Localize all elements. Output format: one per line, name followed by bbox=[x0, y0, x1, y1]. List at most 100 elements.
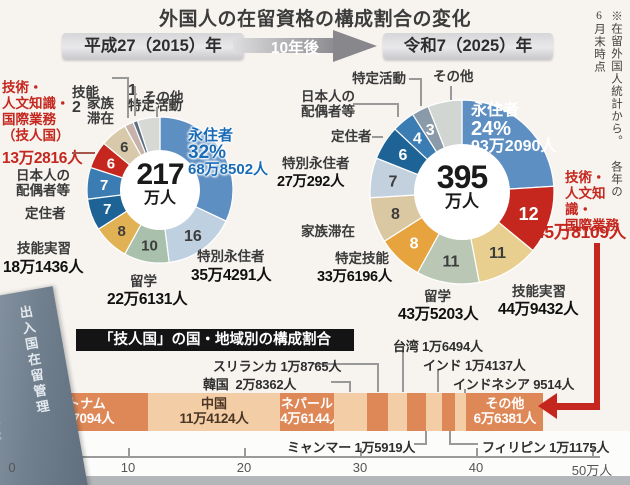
label-2025-sonota: その他 bbox=[433, 69, 474, 84]
label-2025-eijusha: 永住者 24% 93万2090人 bbox=[471, 102, 557, 155]
bar-segment-name-china: 中国 bbox=[200, 396, 227, 411]
leader-2015-ginou-h bbox=[112, 77, 127, 79]
leader-korea-h bbox=[331, 381, 350, 383]
bar-section-title: 「技人国」の国・地域別の構成割合 bbox=[76, 329, 354, 351]
leader-2015-gijinkoku bbox=[72, 152, 95, 154]
bar-segment-myanmar bbox=[407, 393, 426, 431]
leader-2025-tokutei-h bbox=[409, 78, 421, 80]
red-arrow-horizontal bbox=[556, 403, 600, 410]
label-2015-tokutei: 1 特定活動 bbox=[128, 82, 182, 114]
leader-myanmar-v bbox=[425, 431, 427, 444]
label-2015-ginoujisshu-count: 18万1436人 bbox=[3, 259, 84, 276]
leader-2025-tokutei-v bbox=[420, 78, 422, 106]
label-2015-ginoujisshu: 技能実習 bbox=[17, 241, 71, 256]
pie-slice-number-spouse-of-japanese: 4 bbox=[413, 131, 422, 148]
bar-label-philippines: フィリピン 1万1175人 bbox=[482, 440, 610, 455]
label-2015-gijinkoku: 技術・ 人文知識・ 国際業務 （技人国） bbox=[2, 80, 70, 143]
leader-srilanka-h bbox=[312, 363, 378, 365]
pie-2015-total-unit: 万人 bbox=[143, 190, 176, 207]
pie-slice-number-long-term-resident: 6 bbox=[398, 147, 407, 164]
label-2025-tokuteiginou: 特定技能 bbox=[335, 251, 389, 266]
page-title: 外国人の在留資格の構成割合の変化 bbox=[158, 9, 471, 30]
label-2015-ryugaku: 留学 bbox=[130, 274, 157, 289]
label-2025-ginoujisshu: 技能実習 bbox=[512, 284, 566, 299]
pie-slice-number-gijinkoku: 6 bbox=[107, 155, 115, 172]
leader-taiwan-v bbox=[402, 351, 404, 392]
pie-slice-number-dependent: 8 bbox=[391, 206, 400, 223]
sign-japanese-text: 出入国在留管理 bbox=[16, 304, 51, 417]
leader-indonesia-v bbox=[464, 389, 466, 393]
bar-label-taiwan: 台湾 1万6494人 bbox=[393, 339, 483, 354]
pie-slice-number-student: 11 bbox=[443, 254, 460, 271]
leader-2025-nihonjin-h bbox=[353, 103, 398, 105]
pie-slice-number-special-permanent-resident: 7 bbox=[388, 174, 397, 191]
bar-segment-indonesia bbox=[455, 393, 467, 431]
x-tick-label-20: 20 bbox=[236, 460, 252, 475]
source-note: ※在留外国人統計から。 各年の6月末時点 bbox=[590, 10, 624, 210]
pie-slice-number-spouse-of-japanese: 7 bbox=[100, 177, 108, 194]
x-tick-label-40: 40 bbox=[468, 460, 484, 475]
label-2025-gijinkoku-count: 45万8109人 bbox=[535, 222, 626, 242]
x-tick-label-30: 30 bbox=[352, 460, 368, 475]
x-tick-20 bbox=[244, 448, 246, 456]
transition-arrow-head bbox=[333, 30, 377, 62]
x-tick-30 bbox=[360, 448, 362, 456]
label-2025-tokutei: 特定活動 bbox=[352, 71, 406, 86]
red-arrow-vertical bbox=[594, 243, 600, 410]
source-note-line2: 各年の6月末時点 bbox=[593, 10, 622, 198]
x-tick-40 bbox=[476, 448, 478, 456]
label-2015-eijusha: 永住者 32% 68万8502人 bbox=[188, 127, 269, 178]
x-tick-label-10: 10 bbox=[120, 460, 136, 475]
leader-2025-teiju bbox=[372, 136, 383, 138]
red-arrow-head bbox=[538, 393, 557, 419]
stacked-bar: ベトナム 11万7094人 中国 11万4124人 ネパール 4万6144人 その他 6万63… bbox=[12, 393, 544, 431]
label-2025-gijinkoku: 技術・ 人文知識・ 国際業務 bbox=[565, 170, 619, 233]
bar-segment-count-other: 6万6381人 bbox=[473, 411, 537, 426]
leader-philippines-v bbox=[449, 431, 451, 444]
pie-slice-number-designated-activities: 3 bbox=[426, 122, 435, 139]
label-2015-tokubetsu: 特別永住者 bbox=[197, 249, 265, 264]
bottom-strip bbox=[0, 474, 630, 485]
axis-band bbox=[0, 431, 630, 476]
x-tick-label-50: 50万人 bbox=[571, 463, 613, 478]
bar-segment-name-other: その他 bbox=[485, 396, 525, 411]
bar-segment-south-korea bbox=[333, 393, 367, 431]
pie-slice-number-special-permanent-resident: 16 bbox=[184, 228, 202, 245]
pie-slice-number-dependent: 6 bbox=[120, 139, 128, 156]
leader-2015-ginou-v bbox=[127, 77, 129, 118]
leader-srilanka-v bbox=[377, 363, 379, 392]
bar-segment-count-china: 11万4124人 bbox=[179, 411, 249, 426]
label-2015-tokubetsu-count: 35万4291人 bbox=[191, 267, 272, 284]
pie-slice-number-gijinkoku: 12 bbox=[519, 204, 539, 224]
leader-philippines-h bbox=[449, 443, 478, 445]
bar-label-myanmar: ミャンマー 1万5919人 bbox=[287, 440, 416, 455]
leader-2015-tokutei bbox=[134, 86, 136, 116]
bar-segment-sri-lanka bbox=[366, 393, 389, 431]
label-2015-teiju: 定住者 bbox=[25, 206, 66, 221]
bar-segment-count-nepal: 4万6144人 bbox=[280, 411, 343, 426]
label-2025-kazoku: 家族滞在 bbox=[301, 224, 355, 239]
pie-center-hole bbox=[414, 144, 510, 240]
bar-segment-china: 中国 11万4124人 bbox=[147, 393, 281, 431]
pie-2025-total-unit: 万人 bbox=[445, 192, 479, 211]
pie-slice-number-technical-intern: 11 bbox=[489, 245, 506, 262]
pie-2015-total-number: 217 bbox=[136, 158, 184, 191]
sign-english-text: Immigration Services bbox=[0, 347, 5, 443]
leader-india-v bbox=[437, 370, 439, 392]
x-axis-line bbox=[12, 456, 600, 458]
leader-korea-v bbox=[349, 381, 351, 392]
pie-center-hole bbox=[120, 150, 200, 230]
bar-segment-philippines bbox=[442, 393, 456, 431]
bar-segment-taiwan bbox=[388, 393, 408, 431]
label-2015-sonota: その他 bbox=[143, 90, 184, 105]
x-tick-10 bbox=[128, 448, 130, 456]
bar-label-srilanka: スリランカ 1万8765人 bbox=[213, 359, 342, 374]
bar-label-india: インド 1万4137人 bbox=[423, 358, 526, 373]
label-2025-ginoujisshu-count: 44万9432人 bbox=[498, 301, 579, 318]
leader-2025-sonota bbox=[450, 86, 452, 100]
label-2015-kazoku: 家族 滞在 bbox=[87, 96, 114, 126]
label-2025-ryugaku: 留学 bbox=[424, 289, 451, 304]
pie-slice-number-student: 10 bbox=[141, 237, 158, 254]
